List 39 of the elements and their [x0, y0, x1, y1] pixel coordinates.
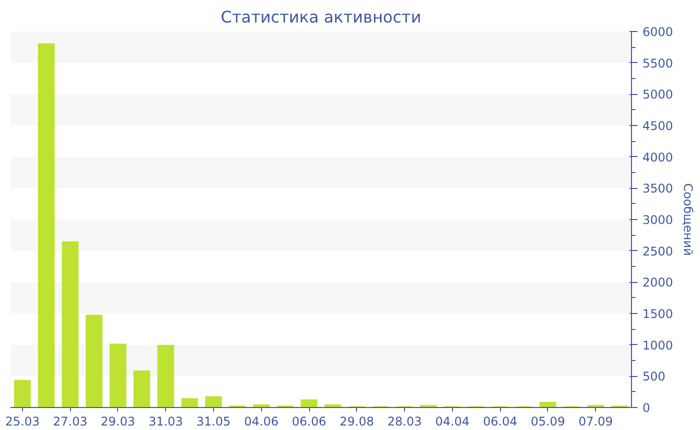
bar	[86, 314, 102, 408]
y-tick-label: 500	[642, 370, 666, 384]
bar	[14, 380, 31, 408]
x-tick-label: 31.05	[196, 414, 231, 428]
y-tick-label: 4500	[642, 119, 674, 133]
y-tick-label: 3500	[642, 182, 674, 196]
y-tick-label: 6000	[642, 25, 674, 39]
bar	[300, 399, 318, 408]
x-tick-label: 31.03	[148, 414, 183, 428]
y-axis-title: Сообщений	[681, 183, 696, 256]
y-tick-label: 1000	[642, 338, 674, 352]
y-tick-label: 2000	[642, 276, 674, 290]
y-tick-label: 5500	[642, 56, 674, 70]
bar	[38, 43, 55, 408]
bar	[134, 370, 150, 408]
bar	[62, 241, 79, 408]
y-tick-label: 0	[642, 401, 650, 415]
bar	[540, 402, 556, 408]
y-tick-label: 1500	[642, 307, 674, 321]
x-tick-label: 29.03	[100, 414, 136, 428]
x-tick-label: 07.09	[578, 414, 613, 428]
y-tick-label: 3000	[642, 213, 674, 227]
bar	[110, 344, 126, 408]
x-tick-label: 05.09	[530, 414, 566, 428]
bar	[205, 396, 222, 408]
bar	[157, 344, 174, 408]
y-tick-label: 2500	[642, 244, 674, 258]
x-tick-label: 29.08	[340, 414, 374, 428]
x-tick-label: 25.03	[5, 414, 40, 428]
x-tick-label: 28.03	[387, 414, 422, 428]
x-tick-label: 06.04	[482, 414, 518, 428]
y-tick-label: 5000	[642, 88, 674, 102]
x-tick-label: 06.06	[292, 414, 326, 428]
y-tick-label: 4000	[642, 150, 674, 164]
chart-title: Статистика активности	[220, 8, 422, 26]
x-tick-label: 27.03	[53, 414, 88, 428]
bar	[181, 398, 198, 408]
x-tick-label: 04.04	[435, 414, 470, 428]
x-tick-label: 04.06	[244, 414, 278, 428]
